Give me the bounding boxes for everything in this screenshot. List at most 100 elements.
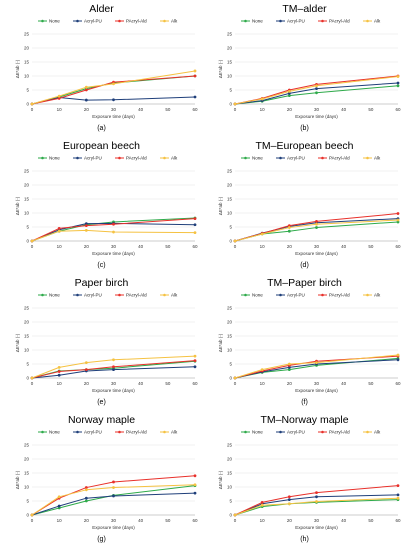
legend-label-3: Alk [374, 293, 381, 298]
data-point [112, 230, 115, 234]
x-tick-label: 0 [31, 381, 34, 386]
y-tick-label: 5 [26, 88, 29, 93]
data-point [57, 229, 61, 233]
legend-label-2: PAcryl-Ald [126, 156, 147, 161]
chart-panel-3: TM–European beech None Acryl-PU PAcryl-Ald A… [218, 140, 401, 269]
legend-label-1: Acryl-PU [84, 19, 102, 24]
x-tick-label: 30 [314, 381, 320, 386]
legend-label-0: None [49, 156, 60, 161]
y-tick-label: 10 [227, 485, 233, 490]
data-point [57, 504, 61, 508]
y-tick-label: 15 [24, 60, 30, 65]
x-tick-label: 30 [111, 381, 117, 386]
legend-marker-3 [163, 156, 166, 160]
x-tick-label: 40 [138, 518, 144, 523]
y-tick-label: 15 [227, 471, 233, 476]
x-tick-label: 30 [111, 518, 117, 523]
data-point [287, 224, 291, 227]
data-point [396, 81, 400, 85]
legend-marker-1 [279, 430, 282, 434]
y-tick-label: 10 [24, 485, 30, 490]
x-tick-label: 60 [395, 107, 401, 112]
legend-marker-3 [366, 430, 369, 434]
data-point [396, 358, 400, 362]
x-tick-label: 10 [260, 381, 266, 386]
data-point [260, 232, 264, 236]
legend-label-2: PAcryl-Ald [126, 430, 147, 435]
legend-label-3: Alk [374, 19, 381, 24]
legend-marker-2 [321, 19, 324, 23]
x-tick-label: 20 [287, 107, 293, 112]
legend-label-3: Alk [171, 19, 178, 24]
x-tick-label: 40 [341, 107, 347, 112]
legend-label-0: None [49, 19, 60, 24]
x-tick-label: 40 [138, 107, 144, 112]
data-point [287, 90, 291, 93]
y-axis-label: ΔE*ab (-) [15, 59, 20, 78]
data-point [396, 484, 400, 487]
y-tick-label: 20 [24, 457, 30, 462]
y-tick-label: 0 [229, 102, 232, 107]
legend-marker-0 [244, 430, 247, 434]
data-point [57, 370, 61, 373]
y-tick-label: 20 [227, 46, 233, 51]
data-point [193, 359, 197, 363]
data-point [112, 365, 115, 369]
y-tick-label: 15 [227, 197, 233, 202]
legend-marker-1 [279, 156, 282, 160]
data-point [84, 368, 88, 371]
y-axis-label: ΔE*ab (-) [15, 196, 20, 215]
y-tick-label: 25 [24, 169, 30, 174]
legend-marker-3 [366, 156, 369, 160]
data-point [84, 224, 88, 227]
data-point [30, 239, 34, 243]
data-point [396, 493, 400, 497]
data-point [315, 226, 318, 229]
x-tick-label: 0 [31, 107, 34, 112]
x-tick-label: 0 [234, 244, 237, 249]
data-point [396, 212, 400, 215]
data-point [396, 496, 400, 500]
data-point [193, 474, 197, 478]
legend-label-1: Acryl-PU [287, 293, 305, 298]
y-tick-label: 15 [24, 197, 30, 202]
data-point [233, 376, 237, 380]
x-tick-label: 0 [31, 244, 34, 249]
data-point [315, 495, 318, 499]
x-tick-label: 10 [57, 244, 63, 249]
data-point [193, 491, 197, 495]
data-point [84, 222, 88, 226]
y-tick-label: 10 [24, 74, 30, 79]
legend-label-2: PAcryl-Ald [329, 430, 350, 435]
data-point [287, 362, 291, 366]
x-tick-label: 10 [260, 107, 266, 112]
x-tick-label: 50 [368, 244, 374, 249]
data-point [287, 91, 291, 95]
data-point [112, 494, 115, 498]
legend-marker-2 [118, 156, 121, 160]
x-tick-label: 20 [84, 518, 90, 523]
x-tick-label: 60 [192, 381, 198, 386]
data-point [315, 91, 318, 95]
x-tick-label: 0 [31, 518, 34, 523]
data-point [315, 220, 318, 223]
x-axis-label: Exposure time (days) [92, 388, 135, 393]
x-tick-label: 60 [192, 518, 198, 523]
legend-marker-1 [279, 19, 282, 23]
legend-label-0: None [252, 293, 263, 298]
data-point [57, 495, 61, 499]
legend-marker-1 [279, 293, 282, 297]
y-tick-label: 5 [26, 499, 29, 504]
x-tick-label: 50 [165, 107, 171, 112]
data-point [112, 222, 115, 226]
x-tick-label: 60 [192, 107, 198, 112]
chart-title: TM–Norway maple [260, 414, 348, 426]
y-tick-label: 20 [227, 457, 233, 462]
x-axis-label: Exposure time (days) [295, 388, 338, 393]
legend-marker-3 [366, 293, 369, 297]
x-tick-label: 30 [314, 518, 320, 523]
legend-label-0: None [252, 19, 263, 24]
y-axis-label: ΔE*ab (-) [218, 333, 223, 352]
data-point [233, 239, 237, 243]
